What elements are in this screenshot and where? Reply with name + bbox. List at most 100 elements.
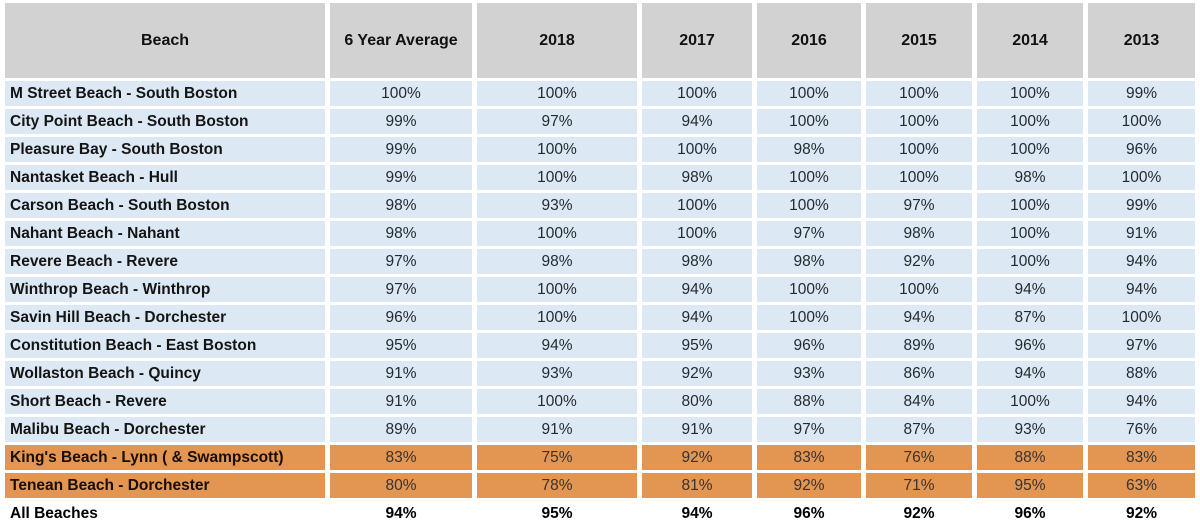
value-cell: 92%: [757, 473, 861, 498]
value-cell: 99%: [1088, 193, 1195, 218]
beach-name-cell: King's Beach - Lynn ( & Swampscott): [5, 445, 325, 470]
value-cell: 94%: [866, 305, 972, 330]
value-cell: 80%: [642, 389, 752, 414]
value-cell: 100%: [757, 81, 861, 106]
value-cell: 89%: [866, 333, 972, 358]
value-cell: 100%: [757, 109, 861, 134]
column-header-2016: 2016: [757, 3, 861, 78]
value-cell: 96%: [330, 305, 472, 330]
beach-name-cell: Malibu Beach - Dorchester: [5, 417, 325, 442]
value-cell: 91%: [330, 389, 472, 414]
value-cell: 88%: [757, 389, 861, 414]
value-cell: 91%: [642, 417, 752, 442]
value-cell: 83%: [330, 445, 472, 470]
value-cell: 98%: [642, 249, 752, 274]
value-cell: 99%: [1088, 81, 1195, 106]
value-cell: 93%: [977, 417, 1083, 442]
beach-name-cell: Revere Beach - Revere: [5, 249, 325, 274]
value-cell: 88%: [977, 445, 1083, 470]
value-cell: 100%: [642, 137, 752, 162]
value-cell: 71%: [866, 473, 972, 498]
value-cell: 100%: [477, 137, 637, 162]
value-cell: 100%: [757, 305, 861, 330]
column-header-beach: Beach: [5, 3, 325, 78]
column-header-6-year-average: 6 Year Average: [330, 3, 472, 78]
table-row: Revere Beach - Revere 97% 98% 98% 98% 92% 100%…: [5, 249, 1195, 274]
value-cell: 100%: [866, 137, 972, 162]
table-row: Savin Hill Beach - Dorchester 96% 100% 94% 1…: [5, 305, 1195, 330]
value-cell: 97%: [330, 249, 472, 274]
value-cell: 95%: [330, 333, 472, 358]
value-cell: 92%: [1088, 501, 1195, 526]
value-cell: 96%: [757, 333, 861, 358]
value-cell: 100%: [477, 165, 637, 190]
value-cell: 98%: [866, 221, 972, 246]
value-cell: 98%: [757, 249, 861, 274]
value-cell: 94%: [1088, 389, 1195, 414]
value-cell: 91%: [477, 417, 637, 442]
table-row: Nahant Beach - Nahant 98% 100% 100% 97% 98% 10…: [5, 221, 1195, 246]
value-cell: 93%: [757, 361, 861, 386]
value-cell: 98%: [642, 165, 752, 190]
value-cell: 96%: [977, 501, 1083, 526]
value-cell: 96%: [1088, 137, 1195, 162]
column-header-2018: 2018: [477, 3, 637, 78]
value-cell: 100%: [477, 389, 637, 414]
value-cell: 100%: [642, 81, 752, 106]
table-row: Malibu Beach - Dorchester 89% 91% 91% 97% 87%…: [5, 417, 1195, 442]
beach-name-cell: M Street Beach - South Boston: [5, 81, 325, 106]
beach-name-cell: Pleasure Bay - South Boston: [5, 137, 325, 162]
table-header-row: Beach 6 Year Average 2018 2017 2016 2015 2014 2…: [5, 3, 1195, 78]
value-cell: 98%: [330, 221, 472, 246]
value-cell: 94%: [477, 333, 637, 358]
value-cell: 76%: [866, 445, 972, 470]
beach-name-cell: Wollaston Beach - Quincy: [5, 361, 325, 386]
table-row: Carson Beach - South Boston 98% 93% 100% 100…: [5, 193, 1195, 218]
value-cell: 91%: [330, 361, 472, 386]
value-cell: 100%: [977, 249, 1083, 274]
value-cell: 100%: [866, 277, 972, 302]
beach-name-cell: City Point Beach - South Boston: [5, 109, 325, 134]
table-row: Short Beach - Revere 91% 100% 80% 88% 84% 100%…: [5, 389, 1195, 414]
value-cell: 100%: [642, 193, 752, 218]
value-cell: 100%: [1088, 165, 1195, 190]
table-row: Wollaston Beach - Quincy 91% 93% 92% 93% 86% 9…: [5, 361, 1195, 386]
table-row: Nantasket Beach - Hull 99% 100% 98% 100% 100%…: [5, 165, 1195, 190]
value-cell: 92%: [866, 249, 972, 274]
value-cell: 84%: [866, 389, 972, 414]
value-cell: 97%: [1088, 333, 1195, 358]
beach-name-cell: All Beaches: [5, 501, 325, 526]
value-cell: 100%: [1088, 109, 1195, 134]
value-cell: 83%: [1088, 445, 1195, 470]
value-cell: 95%: [642, 333, 752, 358]
value-cell: 92%: [642, 445, 752, 470]
table-row-total: All Beaches 94% 95% 94% 96% 92% 96% 92%: [5, 501, 1195, 526]
value-cell: 94%: [1088, 249, 1195, 274]
table-row: Constitution Beach - East Boston 95% 94% 95…: [5, 333, 1195, 358]
value-cell: 80%: [330, 473, 472, 498]
value-cell: 98%: [977, 165, 1083, 190]
column-header-2017: 2017: [642, 3, 752, 78]
value-cell: 100%: [330, 81, 472, 106]
value-cell: 99%: [330, 109, 472, 134]
beach-name-cell: Short Beach - Revere: [5, 389, 325, 414]
value-cell: 96%: [977, 333, 1083, 358]
table-row: City Point Beach - South Boston 99% 97% 94%…: [5, 109, 1195, 134]
column-header-2014: 2014: [977, 3, 1083, 78]
value-cell: 100%: [477, 221, 637, 246]
value-cell: 83%: [757, 445, 861, 470]
value-cell: 97%: [866, 193, 972, 218]
beach-name-cell: Constitution Beach - East Boston: [5, 333, 325, 358]
value-cell: 100%: [477, 277, 637, 302]
value-cell: 100%: [977, 389, 1083, 414]
beach-name-cell: Nantasket Beach - Hull: [5, 165, 325, 190]
table-row: Tenean Beach - Dorchester 80% 78% 81% 92% 71%…: [5, 473, 1195, 498]
beach-name-cell: Tenean Beach - Dorchester: [5, 473, 325, 498]
value-cell: 91%: [1088, 221, 1195, 246]
value-cell: 76%: [1088, 417, 1195, 442]
table-row: M Street Beach - South Boston 100% 100% 100…: [5, 81, 1195, 106]
value-cell: 94%: [642, 109, 752, 134]
value-cell: 92%: [642, 361, 752, 386]
value-cell: 98%: [757, 137, 861, 162]
